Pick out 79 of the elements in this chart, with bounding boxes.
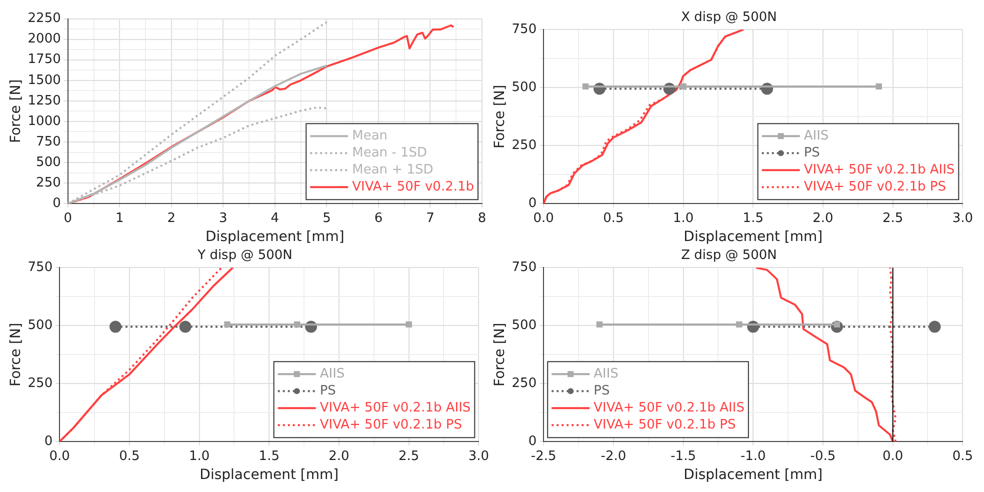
legend-label: Mean + 1SD bbox=[352, 162, 434, 178]
y-tick-label: 0 bbox=[528, 196, 537, 211]
x-tick-label: 1.0 bbox=[188, 448, 210, 464]
x-tick-label: 2.5 bbox=[882, 210, 904, 226]
x-tick-label: 1.5 bbox=[742, 210, 764, 226]
y-axis-title: Force [N] bbox=[492, 84, 508, 148]
y-tick-label: 1500 bbox=[28, 72, 61, 88]
legend-label: VIVA+ 50F v0.2.1b PS bbox=[804, 179, 946, 194]
x-tick-label: 0.5 bbox=[952, 448, 974, 464]
x-tick-label: 4 bbox=[270, 210, 280, 226]
x-tick-label: 0.0 bbox=[49, 448, 70, 464]
x-tick-label: 1.5 bbox=[258, 448, 280, 464]
x-tick-label: -1.5 bbox=[670, 448, 696, 464]
legend-label: AIIS bbox=[320, 366, 345, 382]
y-tick-label: 750 bbox=[36, 134, 61, 150]
y-tick-label: 750 bbox=[28, 260, 53, 275]
x-tick-label: 2 bbox=[167, 210, 176, 226]
y-tick-label: 250 bbox=[512, 138, 537, 153]
y-tick-label: 2250 bbox=[28, 11, 61, 26]
legend-label: VIVA+ 50F v0.2.1b AIIS bbox=[804, 162, 955, 178]
legend-label: VIVA+ 50F v0.2.1b AIIS bbox=[320, 400, 471, 416]
y-tick-label: 750 bbox=[512, 22, 537, 37]
x-tick-label: -1.0 bbox=[740, 448, 766, 464]
legend-label: PS bbox=[594, 383, 610, 398]
x-tick-label: 2.0 bbox=[328, 448, 350, 464]
y-tick-label: 750 bbox=[512, 260, 537, 275]
x-tick-label: 3.0 bbox=[952, 210, 974, 226]
y-tick-label: 1250 bbox=[28, 93, 61, 108]
x-tick-label: 2.0 bbox=[812, 210, 834, 226]
legend-label: PS bbox=[320, 383, 336, 398]
y-tick-label: 500 bbox=[512, 80, 537, 95]
y-tick-label: 250 bbox=[36, 175, 61, 190]
x-axis-title: Displacement [mm] bbox=[684, 229, 823, 246]
legend-label: VIVA+ 50F v0.2.1b bbox=[352, 179, 474, 194]
x-tick-label: 0.0 bbox=[882, 448, 904, 464]
legend-label: VIVA+ 50F v0.2.1b AIIS bbox=[594, 400, 744, 416]
y-axis-title: Force [N] bbox=[492, 322, 508, 386]
x-tick-label: 5 bbox=[322, 210, 331, 226]
y-tick-label: 2000 bbox=[28, 32, 61, 47]
x-tick-label: -2.5 bbox=[530, 448, 556, 464]
legend-label: Mean bbox=[352, 128, 388, 144]
x-tick-label: 0.5 bbox=[119, 448, 140, 464]
y-tick-label: 0 bbox=[44, 434, 53, 449]
y-tick-label: 500 bbox=[36, 154, 61, 170]
y-tick-label: 250 bbox=[28, 376, 53, 391]
y-tick-label: 1000 bbox=[28, 114, 61, 129]
x-tick-label: 7 bbox=[426, 210, 434, 226]
x-tick-label: 1 bbox=[116, 210, 124, 226]
legend-label: VIVA+ 50F v0.2.1b PS bbox=[594, 417, 736, 432]
y-tick-label: 250 bbox=[512, 376, 537, 391]
x-tick-label: 3 bbox=[219, 210, 228, 226]
y-axis-title: Force [N] bbox=[8, 79, 24, 144]
x-tick-label: 2.5 bbox=[398, 448, 420, 464]
x-tick-label: 0.5 bbox=[603, 210, 624, 226]
x-tick-label: 8 bbox=[478, 210, 486, 226]
x-tick-label: 6 bbox=[374, 210, 383, 226]
legend-label: AIIS bbox=[804, 128, 829, 144]
x-tick-label: -0.5 bbox=[810, 448, 836, 464]
x-axis-title: Displacement [mm] bbox=[200, 467, 339, 484]
x-tick-label: -2.0 bbox=[600, 448, 626, 464]
legend-label: Mean - 1SD bbox=[352, 145, 428, 160]
chart-title: Y disp @ 500N bbox=[196, 248, 292, 264]
legend-label: AIIS bbox=[594, 366, 618, 382]
y-tick-label: 1750 bbox=[28, 52, 61, 68]
chart-title: Z disp @ 500N bbox=[681, 248, 777, 264]
y-tick-label: 0 bbox=[52, 196, 61, 211]
x-tick-label: 3.0 bbox=[468, 448, 490, 464]
x-axis-title: Displacement [mm] bbox=[684, 467, 823, 484]
x-tick-label: 0 bbox=[64, 210, 72, 226]
y-axis-title: Force [N] bbox=[8, 322, 24, 386]
y-tick-label: 0 bbox=[528, 434, 537, 449]
chart-title: X disp @ 500N bbox=[681, 10, 777, 26]
legend-label: VIVA+ 50F v0.2.1b PS bbox=[320, 417, 462, 432]
x-tick-label: 1.0 bbox=[672, 210, 694, 226]
x-tick-label: 0.0 bbox=[533, 210, 554, 226]
legend-label: PS bbox=[804, 145, 820, 160]
y-tick-label: 500 bbox=[512, 318, 537, 333]
y-tick-label: 500 bbox=[28, 318, 53, 333]
x-axis-title: Displacement [mm] bbox=[205, 229, 344, 246]
